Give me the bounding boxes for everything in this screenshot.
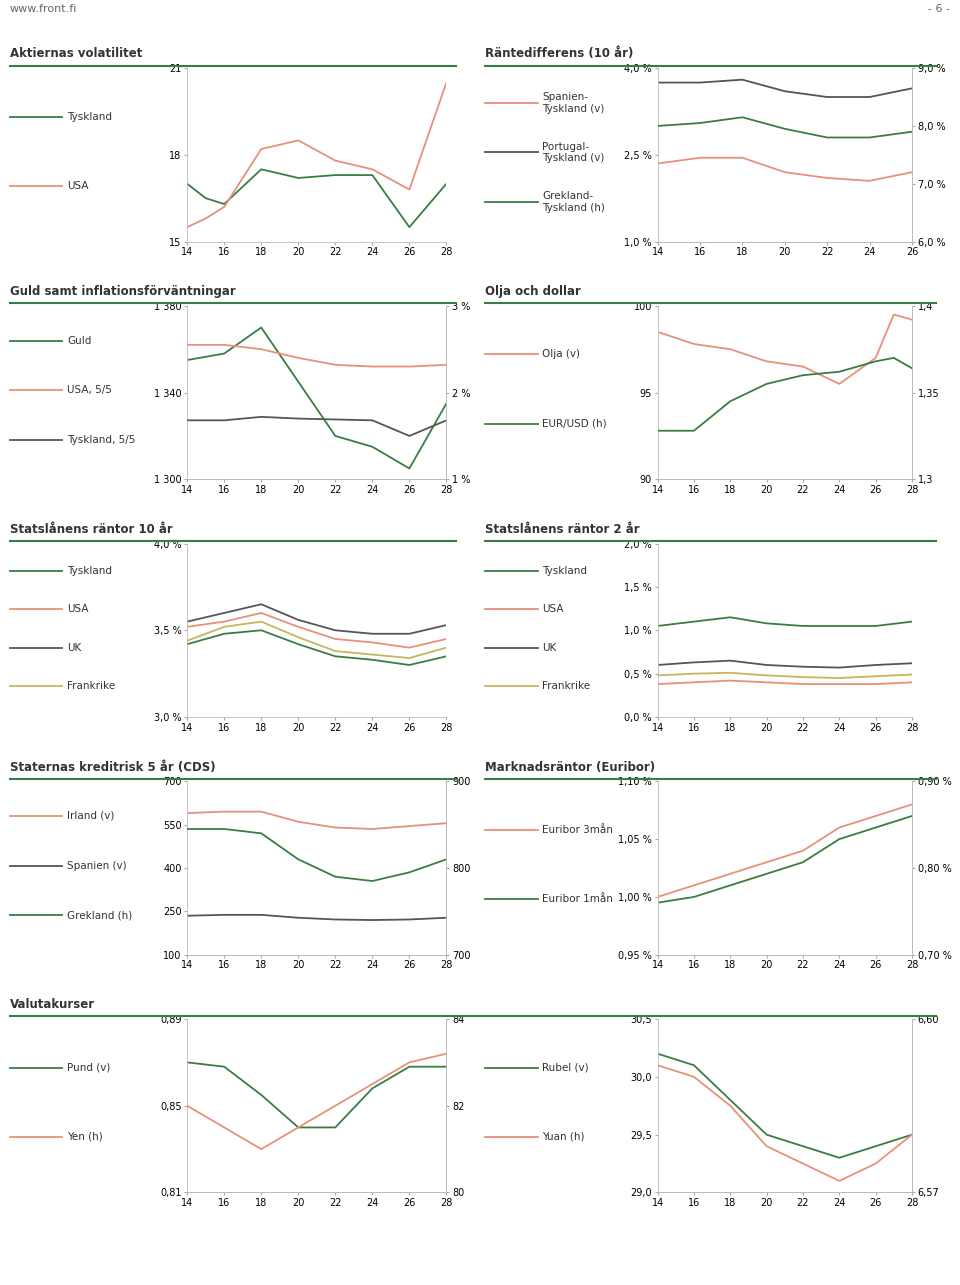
Text: Irland (v): Irland (v) [67, 811, 114, 821]
Text: Rubel (v): Rubel (v) [542, 1063, 589, 1073]
Text: Grekland-
Tyskland (h): Grekland- Tyskland (h) [542, 191, 605, 213]
Text: USA, 5/5: USA, 5/5 [67, 386, 112, 394]
Text: Yuan (h): Yuan (h) [542, 1132, 585, 1142]
Text: Olja och dollar: Olja och dollar [485, 285, 581, 298]
Text: Grekland (h): Grekland (h) [67, 910, 132, 920]
Text: Frankrike: Frankrike [542, 681, 590, 691]
Text: Pund (v): Pund (v) [67, 1063, 110, 1073]
Text: www.front.fi: www.front.fi [10, 4, 77, 14]
Text: Olja (v): Olja (v) [542, 350, 581, 360]
Text: Tyskland: Tyskland [67, 112, 112, 122]
Text: - 6 -: - 6 - [928, 4, 950, 14]
Text: Tyskland: Tyskland [542, 565, 588, 576]
Text: UK: UK [67, 642, 82, 653]
Text: Tyskland, 5/5: Tyskland, 5/5 [67, 434, 135, 445]
Text: USA: USA [542, 604, 564, 614]
Text: Guld: Guld [67, 335, 91, 346]
Text: Euribor 1mån: Euribor 1mån [542, 894, 613, 905]
Text: Tyskland: Tyskland [67, 565, 112, 576]
Text: Guld samt inflationsförväntningar: Guld samt inflationsförväntningar [10, 285, 235, 298]
Text: Spanien (v): Spanien (v) [67, 861, 127, 870]
Text: Räntedifferens (10 år): Räntedifferens (10 år) [485, 48, 634, 60]
Text: Valutakurser: Valutakurser [10, 998, 95, 1011]
Text: Staternas kreditrisk 5 år (CDS): Staternas kreditrisk 5 år (CDS) [10, 761, 215, 774]
Text: USA: USA [67, 181, 88, 191]
Text: Portugal-
Tyskland (v): Portugal- Tyskland (v) [542, 141, 605, 163]
Text: UK: UK [542, 642, 557, 653]
Text: Yen (h): Yen (h) [67, 1132, 103, 1142]
Text: EUR/USD (h): EUR/USD (h) [542, 419, 607, 429]
Text: USA: USA [67, 604, 88, 614]
Text: Euribor 3mån: Euribor 3mån [542, 825, 613, 835]
Text: Statslånens räntor 2 år: Statslånens räntor 2 år [485, 523, 639, 536]
Text: Aktiernas volatilitet: Aktiernas volatilitet [10, 48, 142, 60]
Text: Frankrike: Frankrike [67, 681, 115, 691]
Text: Statslånens räntor 10 år: Statslånens räntor 10 år [10, 523, 173, 536]
Text: Spanien-
Tyskland (v): Spanien- Tyskland (v) [542, 93, 605, 113]
Text: Marknadsräntor (Euribor): Marknadsräntor (Euribor) [485, 761, 655, 774]
